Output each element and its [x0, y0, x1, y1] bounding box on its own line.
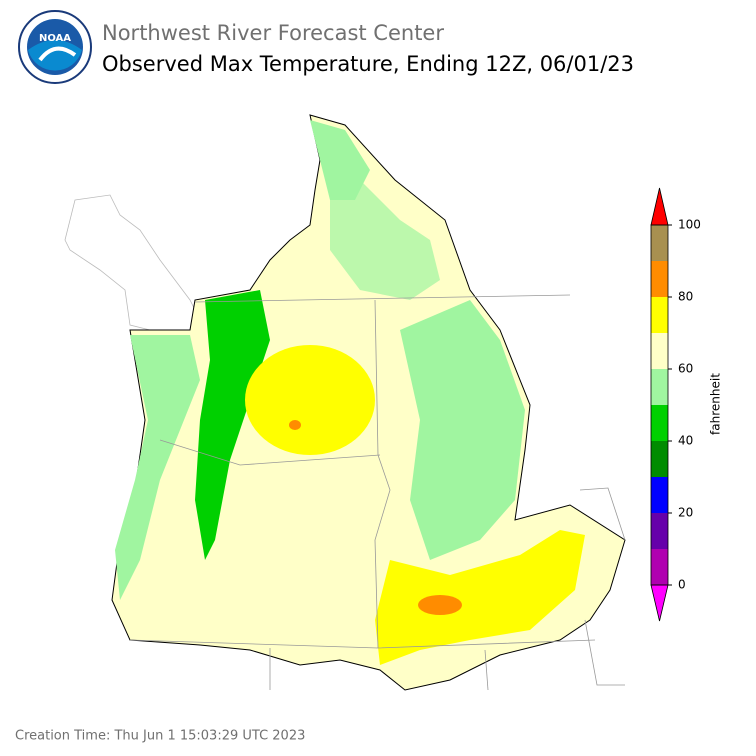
colorbar-label: fahrenheit [709, 373, 723, 435]
colorbar-segment [651, 297, 668, 333]
colorbar-segment [651, 261, 668, 297]
creation-time: Creation Time: Thu Jun 1 15:03:29 UTC 20… [15, 729, 305, 744]
colorbar-segment [651, 369, 668, 405]
colorbar-tick-label: 40 [678, 434, 693, 448]
colorbar-tick-label: 0 [678, 578, 686, 592]
colorbar-segment [651, 513, 668, 549]
colorbar-under [650, 584, 669, 622]
map [64, 114, 626, 691]
subtitle: Northwest River Forecast Center [102, 21, 444, 45]
colorbar-tick-label: 20 [678, 506, 693, 520]
colorbar: 0 20 40 60 80 100 [650, 187, 701, 622]
colorbar-segment [651, 405, 668, 441]
colorbar-frame [650, 224, 669, 586]
colorbar-segment [651, 225, 668, 261]
colorbar-tick-label: 60 [678, 362, 693, 376]
colorbar-segment [651, 549, 668, 585]
noaa-logo: NOAA [18, 10, 92, 84]
colorbar-tick-label: 80 [678, 290, 693, 304]
logo-text: NOAA [39, 33, 71, 44]
colorbar-segment [651, 333, 668, 369]
colorbar-segment [651, 441, 668, 477]
colorbar-tick-label: 100 [678, 218, 701, 232]
colorbar-segment [651, 477, 668, 513]
colorbar-over [650, 187, 669, 226]
title: Observed Max Temperature, Ending 12Z, 06… [102, 52, 634, 76]
